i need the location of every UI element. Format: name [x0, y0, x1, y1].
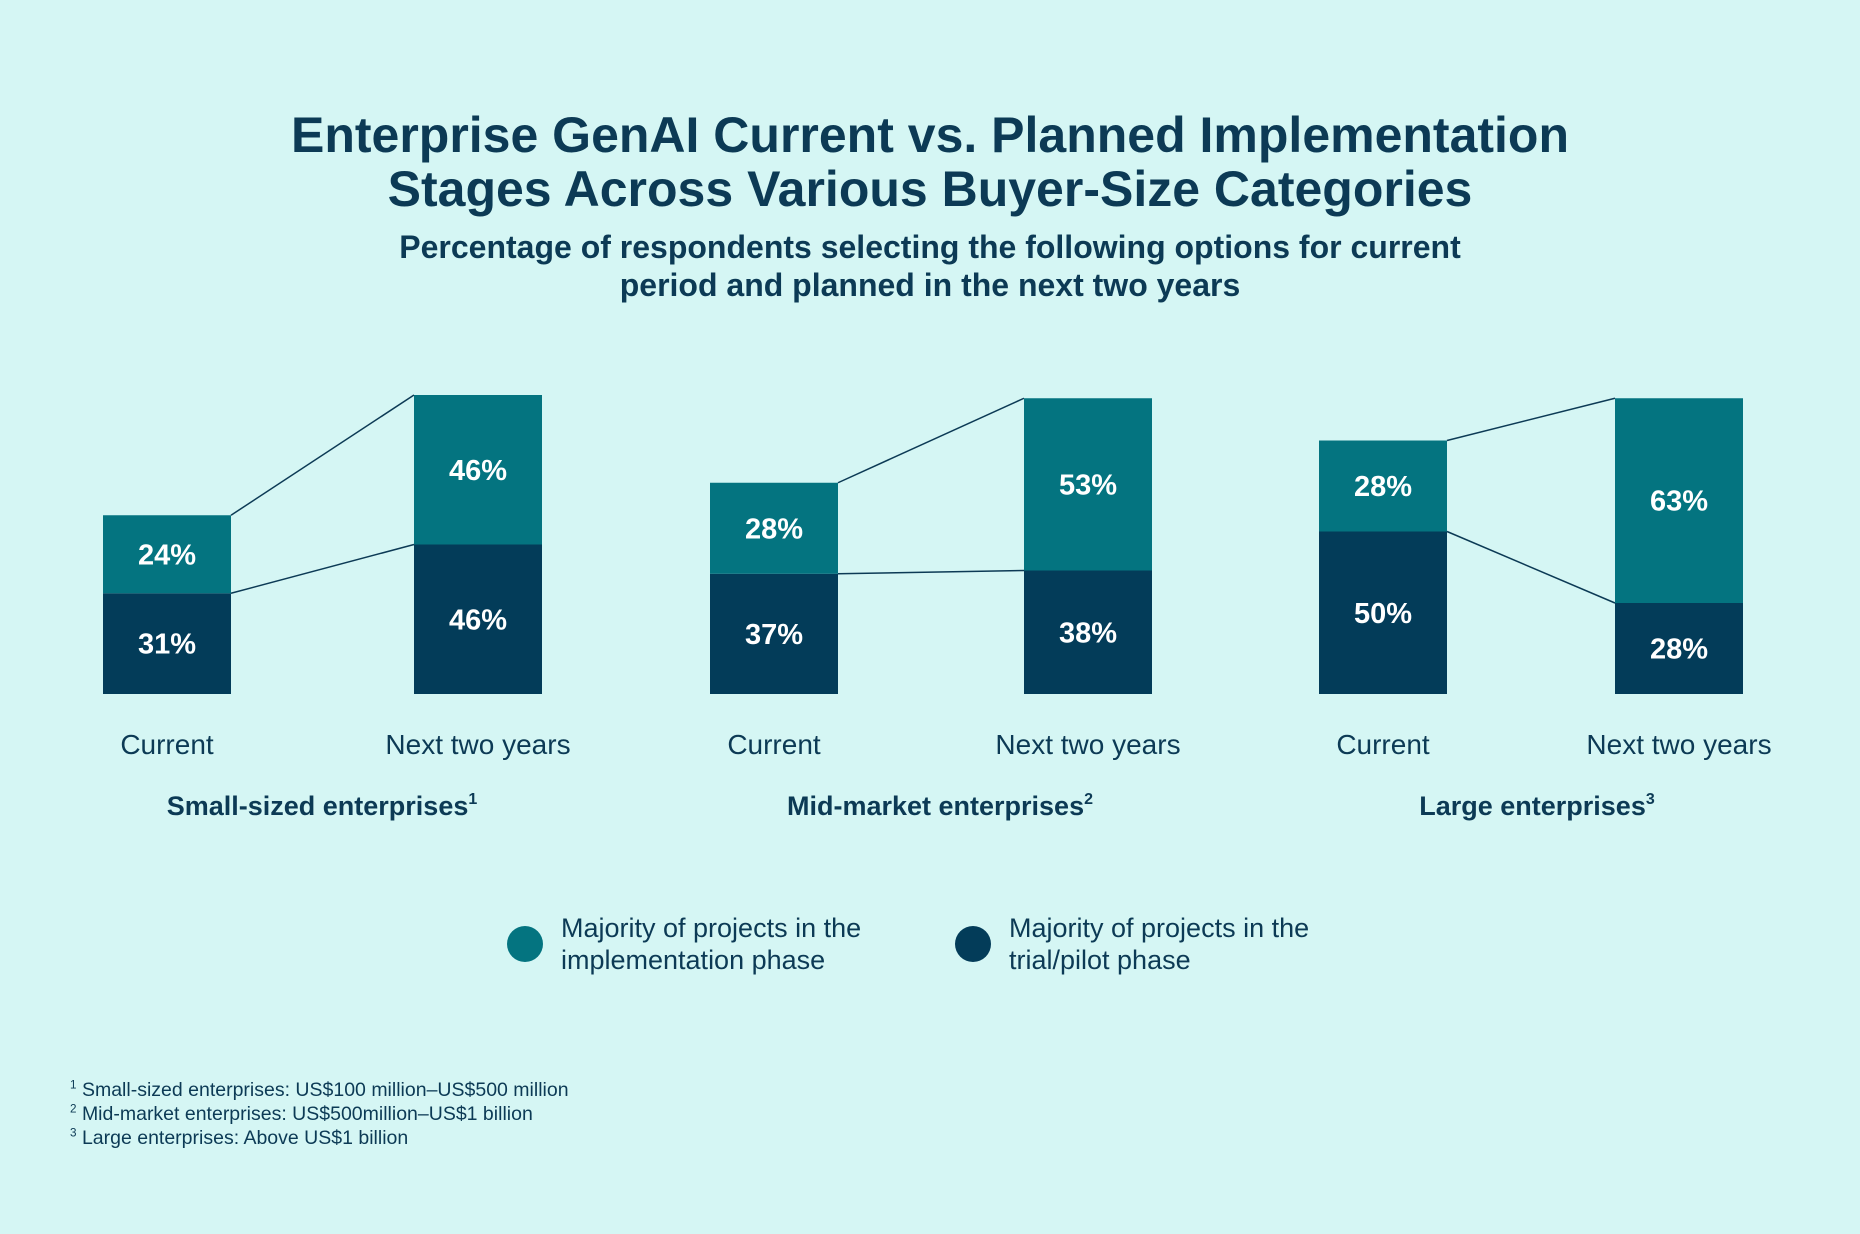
footnote-mark: 1 — [468, 791, 477, 808]
chart-title-line: Stages Across Various Buyer-Size Categor… — [387, 161, 1473, 217]
legend-label-line: Majority of projects in the — [1009, 913, 1310, 943]
footnote-mark: 3 — [70, 1126, 77, 1140]
footnote-mark: 3 — [1646, 791, 1655, 808]
bar-segment-trial-pilot — [1319, 531, 1447, 694]
data-label-trial-pilot: 37% — [745, 619, 803, 651]
legend-label: Majority of projects in the trial/pilot … — [1009, 912, 1309, 976]
group-label: Small-sized enterprises1 — [167, 791, 478, 821]
bar-segment-implementation — [103, 515, 231, 594]
footnote-mark: 2 — [70, 1102, 77, 1116]
bar-segment-trial-pilot — [1615, 603, 1743, 694]
footnote: 1 Small-sized enterprises: US$100 millio… — [70, 1078, 569, 1102]
legend-item-trial-pilot: Majority of projects in the trial/pilot … — [955, 912, 1309, 976]
chart-subtitle-line: period and planned in the next two years — [619, 267, 1241, 303]
connector-line-top — [1446, 397, 1616, 442]
category-tick-label: Next two years — [385, 729, 570, 760]
category-tick-label: Next two years — [1586, 729, 1771, 760]
data-label-trial-pilot: 28% — [1650, 634, 1708, 666]
footnotes: 1 Small-sized enterprises: US$100 millio… — [70, 1078, 569, 1150]
legend-label-line: implementation phase — [561, 945, 826, 975]
footnote-text: Mid-market enterprises: US$500million–US… — [81, 1103, 533, 1125]
bar-segment-trial-pilot — [414, 544, 542, 694]
group-label: Large enterprises3 — [1419, 791, 1655, 821]
connector-line-middle — [230, 543, 415, 594]
footnote-text: Small-sized enterprises: US$100 million–… — [81, 1079, 569, 1101]
trial-pilot-swatch — [955, 926, 991, 962]
bar-segment-trial-pilot — [1024, 570, 1152, 694]
bar-segment-trial-pilot — [710, 573, 838, 694]
bar-segment-implementation — [1024, 398, 1152, 571]
connector-line-middle — [1446, 530, 1616, 604]
chart-subtitle-line: Percentage of respondents selecting the … — [399, 229, 1461, 265]
data-label-implementation: 28% — [1354, 471, 1412, 503]
data-label-implementation: 53% — [1059, 469, 1117, 501]
category-tick-label: Next two years — [995, 729, 1180, 760]
legend-label: Majority of projects in the implementati… — [561, 912, 861, 976]
category-tick-label: Current — [727, 729, 821, 760]
connector-line-middle — [837, 569, 1025, 575]
data-label-trial-pilot: 50% — [1354, 598, 1412, 630]
data-label-trial-pilot: 46% — [449, 604, 507, 636]
legend-label-line: Majority of projects in the — [561, 913, 862, 943]
bar-segment-trial-pilot — [103, 593, 231, 694]
footnote: 2 Mid-market enterprises: US$500million–… — [70, 1102, 569, 1126]
bar-segment-implementation — [1319, 440, 1447, 532]
data-label-implementation: 28% — [745, 513, 803, 545]
category-tick-label: Current — [1336, 729, 1430, 760]
footnote-text: Large enterprises: Above US$1 billion — [81, 1127, 409, 1149]
bar-segment-implementation — [1615, 398, 1743, 603]
legend-item-implementation: Majority of projects in the implementati… — [507, 912, 861, 976]
group-label: Mid-market enterprises2 — [787, 791, 1093, 821]
data-label-implementation: 63% — [1650, 486, 1708, 518]
data-label-implementation: 24% — [138, 539, 196, 571]
category-tick-label: Current — [120, 729, 214, 760]
footnote-mark: 1 — [70, 1078, 77, 1092]
implementation-swatch — [507, 926, 543, 962]
connector-line-top — [837, 397, 1025, 484]
bar-segment-implementation — [710, 482, 838, 574]
legend-label-line: trial/pilot phase — [1009, 945, 1191, 975]
footnote-mark: 2 — [1084, 791, 1093, 808]
data-label-trial-pilot: 38% — [1059, 617, 1117, 649]
chart-title: Enterprise GenAI Current vs. Planned Imp… — [0, 108, 1860, 216]
data-label-implementation: 46% — [449, 455, 507, 487]
data-label-trial-pilot: 31% — [138, 629, 196, 661]
chart-subtitle: Percentage of respondents selecting the … — [0, 228, 1860, 304]
chart-title-line: Enterprise GenAI Current vs. Planned Imp… — [290, 107, 1570, 163]
footnote: 3 Large enterprises: Above US$1 billion — [70, 1126, 569, 1150]
connector-line-top — [230, 394, 415, 516]
bar-segment-implementation — [414, 395, 542, 545]
